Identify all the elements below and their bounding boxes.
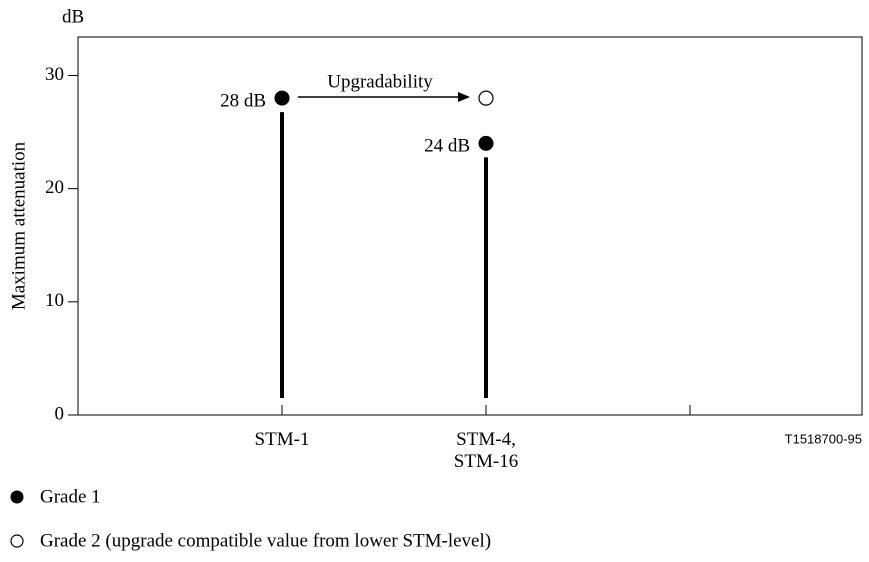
figure-id: T1518700-95 bbox=[785, 431, 862, 446]
x-tick-label: STM-1 bbox=[254, 429, 310, 450]
y-tick-label: 0 bbox=[55, 403, 65, 424]
plot-frame bbox=[77, 36, 863, 416]
marker bbox=[478, 135, 494, 151]
data-label: 28 dB bbox=[220, 90, 266, 111]
marker bbox=[478, 90, 494, 106]
y-axis-label: Maximum attenuation bbox=[8, 141, 29, 310]
y-tick-label: 20 bbox=[45, 177, 64, 198]
x-tick-label: STM-4, STM-16 bbox=[453, 429, 519, 472]
marker bbox=[274, 90, 290, 106]
legend-label: Grade 1 bbox=[40, 486, 101, 507]
arrow-head bbox=[458, 92, 470, 102]
legend-label: Grade 2 (upgrade compatible value from l… bbox=[40, 530, 491, 551]
y-tick-label: 10 bbox=[45, 290, 64, 311]
annotation: Upgradability bbox=[327, 71, 433, 92]
legend-marker bbox=[10, 490, 24, 504]
y-tick-label: 30 bbox=[45, 64, 64, 85]
data-label: 24 dB bbox=[424, 136, 470, 157]
legend-marker bbox=[10, 534, 24, 548]
y-unit: dB bbox=[62, 6, 84, 27]
